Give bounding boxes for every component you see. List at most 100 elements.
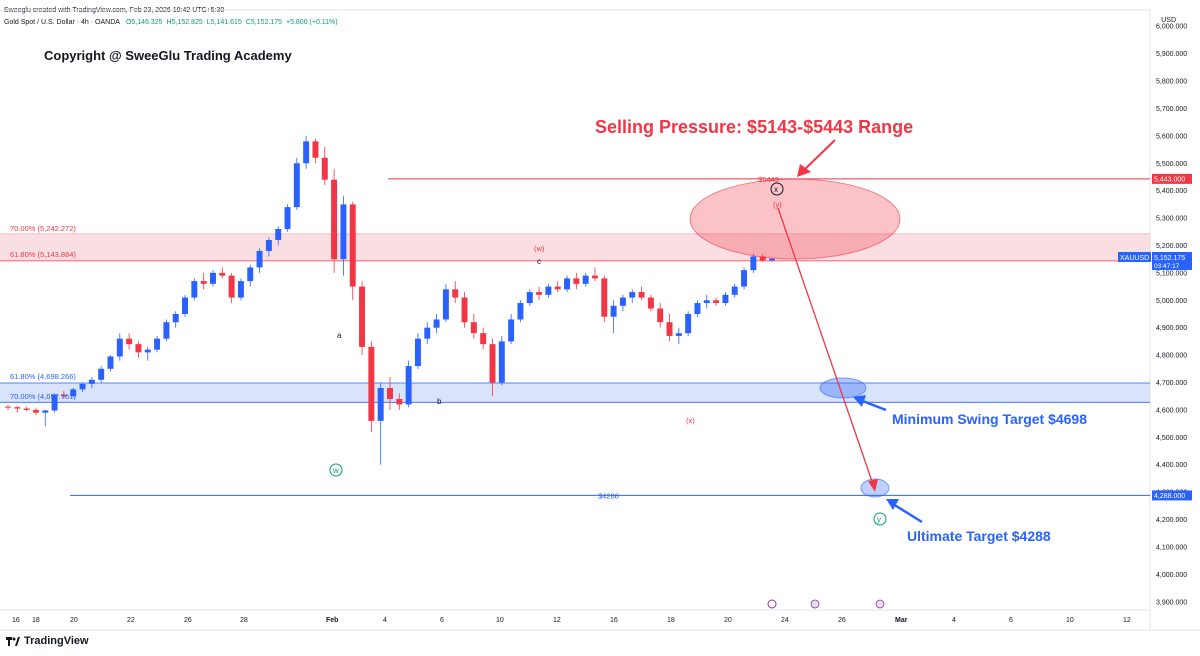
candle-body [601,278,608,317]
time-axis[interactable]: 16 18 20 22 26 28 Feb 4 6 10 12 16 18 20 24 26 Mar 4 6 10 12 [12,617,1131,624]
candle-body [414,338,421,367]
close-value: C5,152.175 [245,18,282,26]
fib-lower-70-label: 70.00% (4,657.761) [10,392,76,401]
candle-body [461,297,468,323]
candle-body [536,292,543,295]
candle-body [368,346,375,421]
resistance-price-badge [1152,173,1192,184]
candle-body [126,338,133,345]
candle-body [554,286,561,290]
wave-y-circle-label: y [877,515,881,524]
event-marker-icon[interactable] [767,599,777,609]
wave-y-circle [873,512,887,526]
candle-body [98,368,105,380]
candle-body [489,344,496,383]
price-tick-label: 5,700.000 [1156,106,1187,113]
wave-c-label: c [537,257,541,266]
candle-body [526,292,533,304]
us-flag-event-icon-2[interactable] [875,599,885,609]
candle-body [340,204,347,260]
candle-body [70,389,77,397]
candle-body [303,141,310,164]
candle-body [470,322,477,334]
candle-body [657,308,664,323]
tradingview-logo-icon [6,637,20,646]
last-price-badge [1152,252,1192,270]
wave-b-label: b [437,397,442,406]
candle-body [293,163,300,208]
target-price-badge-text: 4,288.000 [1154,493,1185,500]
candle-body [312,141,319,158]
date-tick-label: 10 [496,617,504,624]
candle-body [508,319,515,342]
price-tick-label: 5,100.000 [1156,270,1187,277]
symbol-row: Gold Spot / U.S. Dollar · 4h · OANDA O5,… [0,12,1150,32]
date-tick-label: 10 [1066,617,1074,624]
fib-upper-618-label: 61.80% (5,143.884) [10,250,76,259]
candle-body [265,240,272,251]
projection-arrow-line [777,207,876,491]
date-tick-label: Feb [326,617,338,624]
price-tick-label: 5,600.000 [1156,133,1187,140]
date-tick-label: 26 [838,617,846,624]
date-tick-label: 4 [952,617,956,624]
resistance-price-badge-text: 5,443.000 [1154,176,1185,183]
us-flag-event-icon[interactable] [810,599,820,609]
candle-body [731,286,738,295]
fib-lower-zone [0,382,1150,403]
candle-body [591,275,598,279]
wave-x-circle [770,182,784,196]
candle-body [200,281,207,284]
candle-body [610,305,617,317]
wave-w-circle-label: w [332,466,339,475]
price-tick-label: 5,200.000 [1156,243,1187,250]
date-tick-label: 6 [1009,617,1013,624]
candle-body [163,322,170,339]
candle-body [5,406,11,408]
candle-body [750,256,757,271]
symbol-title[interactable]: Gold Spot / U.S. Dollar · 4h · OANDA [4,18,120,26]
candle-body [638,292,645,298]
candle-body [172,314,179,323]
price-tick-label: 4,800.000 [1156,353,1187,360]
candle-body [228,275,235,298]
candle-body [88,379,95,384]
candle-body [722,294,729,304]
currency-label: USD [1161,17,1176,24]
candle-body [359,286,366,347]
price-axis[interactable]: 6,000.000 5,900.000 5,800.000 5,700.000 5,60… [1156,24,1187,607]
tradingview-logo[interactable]: TradingView [6,635,89,647]
price-tick-label: 5,900.000 [1156,51,1187,58]
candle-body [405,366,412,405]
price-tick-label: 4,500.000 [1156,435,1187,442]
wave-x-circle-label: x [774,185,778,194]
date-tick-label: 22 [127,617,135,624]
candle-body [694,303,701,314]
candle-body [377,388,384,421]
candle-body [107,356,114,369]
target-line-label: $4288 [598,491,619,500]
selling-callout-arrowhead [797,164,811,177]
candle-body [154,338,161,350]
candle-body [209,272,216,284]
date-tick-label: 18 [667,617,675,624]
price-tick-label: 4,700.000 [1156,380,1187,387]
candle-body [60,394,67,397]
selling-pressure-label: Selling Pressure: $5143-$5443 Range [595,117,913,137]
candle-body [275,229,282,240]
candle-body [675,333,682,336]
date-tick-label: 16 [12,617,20,624]
candle-body [396,398,403,405]
candle-body [144,349,151,353]
change-value: +5.800 (+0.11%) [285,18,338,26]
candle-body [582,275,589,284]
candle-body [387,388,393,399]
selling-pressure-ellipse[interactable] [689,178,901,260]
tradingview-logo-text: TradingView [24,635,89,647]
candle-body [14,407,21,409]
candle-body [442,289,449,320]
date-tick-label: Mar [895,617,908,624]
candle-body [685,314,692,334]
projection-arrowhead [868,479,878,492]
